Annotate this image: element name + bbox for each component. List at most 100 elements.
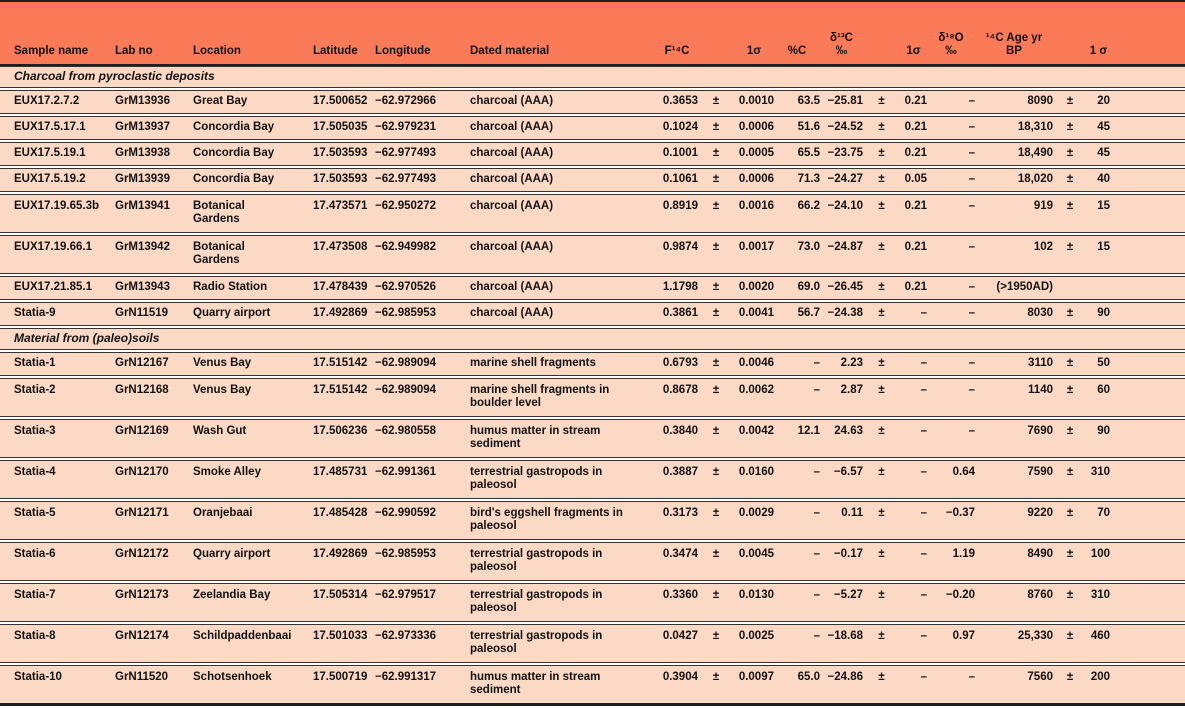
cell-latitude: 17.503593 [313,147,368,159]
cell-sample: Statia-1 [14,357,56,369]
cell-d13c: 2.87 [840,384,863,396]
cell-d13c: −26.45 [827,281,864,293]
cell-location: Oranjebaai [193,507,253,519]
cell-pctc: 56.7 [797,307,820,319]
cell-d13c: −18.68 [827,630,864,642]
cell-pctc: – [813,548,820,560]
cell-sample: Statia-6 [14,548,56,560]
cell-sigma1: 0.0025 [738,630,774,642]
cell-material: bird's eggshell fragments in paleosol [470,507,623,532]
cell-pm1: ± [712,507,720,519]
cell-pm2: ± [878,357,885,369]
cell-pm1: ± [712,384,720,396]
cell-location: Concordia Bay [193,173,275,185]
cell-f14c: 0.1001 [662,147,698,159]
cell-d18o: – [968,173,975,185]
cell-d18o: 0.64 [952,466,975,478]
cell-lab: GrN12168 [115,384,169,396]
cell-sigma1: 0.0046 [738,357,774,369]
table-row: EUX17.19.65.3b GrM13941 Botanical Gardens 1… [0,194,1185,233]
cell-latitude: 17.500652 [313,95,368,107]
cell-age: (>1950AD) [996,281,1053,293]
cell-pm3: ± [1066,425,1074,437]
cell-pctc: 66.2 [797,200,820,212]
cell-latitude: 17.505035 [313,121,368,133]
cell-sigma1: 0.0006 [738,121,774,133]
cell-d18o: – [968,307,975,319]
cell-f14c: 0.3173 [662,507,698,519]
cell-d18o: – [968,357,975,369]
cell-lab: GrN11519 [115,307,169,319]
table-row: EUX17.5.17.1 GrM13937 Concordia Bay 17.5050… [0,116,1185,140]
cell-lab: GrM13937 [115,121,170,133]
cell-d18o: – [968,384,975,396]
cell-pm2: ± [878,425,885,437]
cell-material: terrestrial gastropods in paleosol [470,548,603,573]
cell-d13c: −0.17 [833,548,863,560]
cell-latitude: 17.500719 [313,671,368,683]
cell-lab: GrM13942 [115,241,170,253]
cell-f14c: 0.3887 [662,466,698,478]
cell-lab: GrN12173 [115,589,169,601]
column-header-f14c: F¹⁴C [664,45,690,57]
cell-pm2: ± [878,173,885,185]
column-header-sigma3: 1 σ [1089,45,1108,57]
column-header-latitude: Latitude [313,45,358,57]
cell-pm1: ± [712,357,720,369]
cell-f14c: 0.3840 [662,425,698,437]
cell-sigma2: – [920,589,927,601]
cell-d13c: −23.75 [827,147,864,159]
cell-f14c: 0.8678 [662,384,698,396]
cell-sigma2: 0.21 [904,95,927,107]
cell-pm1: ± [712,466,720,478]
cell-longitude: −62.980558 [375,425,437,437]
cell-age: 1140 [1028,384,1053,396]
cell-sigma3: 50 [1097,357,1110,369]
cell-longitude: −62.972966 [375,95,437,107]
cell-longitude: −62.977493 [375,173,437,185]
cell-sigma2: 0.05 [904,173,927,185]
cell-pm1: ± [712,241,720,253]
cell-pctc: 12.1 [797,425,820,437]
cell-d13c: −24.10 [827,200,864,212]
cell-pm1: ± [712,548,720,560]
cell-lab: GrN12172 [115,548,169,560]
cell-sample: Statia-4 [14,466,56,478]
cell-pm1: ± [712,281,720,293]
cell-latitude: 17.515142 [313,384,368,396]
cell-sigma1: 0.0062 [738,384,774,396]
cell-pctc: – [813,507,820,519]
cell-pm3: ± [1066,671,1074,683]
cell-material: charcoal (AAA) [470,173,554,185]
cell-location: Botanical Gardens [193,241,245,266]
cell-location: Wash Gut [193,425,247,437]
column-header-sample: Sample name [14,45,89,57]
cell-sample: Statia-8 [14,630,56,642]
cell-sigma2: 0.21 [904,241,927,253]
cell-sample: EUX17.5.17.1 [14,121,86,133]
cell-material: marine shell fragments [470,357,596,369]
cell-sample: Statia-3 [14,425,56,437]
table-row: Statia-5 GrN12171 Oranjebaai 17.485428 −62.9… [0,501,1185,540]
cell-pm3: ± [1066,466,1074,478]
cell-sample: EUX17.19.65.3b [14,200,100,212]
cell-f14c: 0.3474 [662,548,698,560]
cell-longitude: −62.979231 [375,121,437,133]
cell-d18o: – [968,281,975,293]
cell-lab: GrM13941 [115,200,170,212]
cell-material: charcoal (AAA) [470,121,554,133]
cell-latitude: 17.485428 [313,507,368,519]
cell-sigma3: 15 [1097,241,1110,253]
cell-longitude: −62.990592 [375,507,437,519]
column-header-age: ¹⁴C Age yr BP [985,32,1043,57]
cell-sample: EUX17.19.66.1 [14,241,93,253]
cell-pm3: ± [1066,307,1074,319]
cell-sigma1: 0.0130 [738,589,774,601]
cell-pm3: ± [1066,384,1074,396]
cell-sigma3: 60 [1097,384,1110,396]
cell-longitude: −62.989094 [375,384,437,396]
cell-sigma1: 0.0029 [738,507,774,519]
cell-d18o: – [968,241,975,253]
table-header-row: Sample name Lab no Location Latitude Longitu… [0,0,1185,66]
cell-pm3: ± [1066,200,1074,212]
